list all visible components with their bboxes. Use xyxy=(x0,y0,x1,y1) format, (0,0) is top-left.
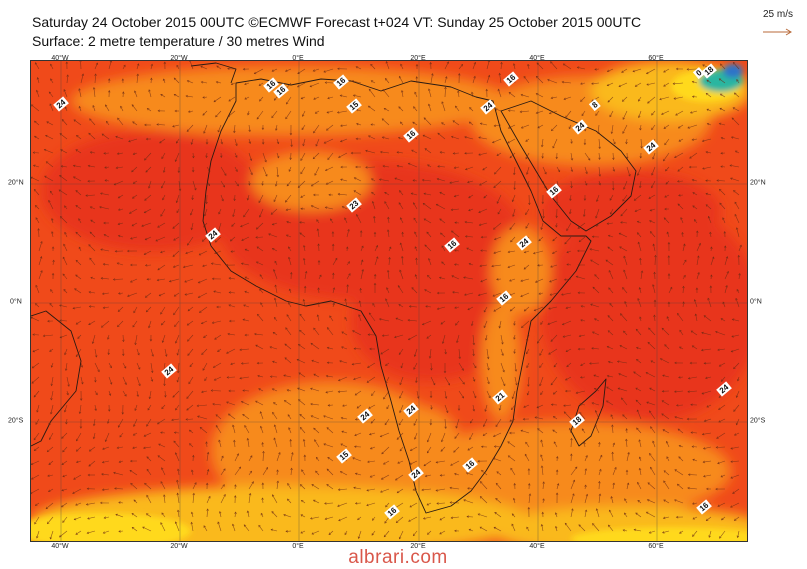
chart-title: Saturday 24 October 2015 00UTC ©ECMWF Fo… xyxy=(32,14,641,30)
lat-tick-left: 20°N xyxy=(8,180,24,187)
lon-tick-bottom: 60°E xyxy=(648,543,663,550)
hot-zone xyxy=(541,171,721,251)
lat-tick-right: 20°S xyxy=(750,418,765,425)
wind-scale-arrow-icon xyxy=(762,26,794,38)
lon-tick-bottom: 20°W xyxy=(170,543,187,550)
lon-tick-bottom: 0°E xyxy=(292,543,303,550)
lon-tick-bottom: 40°E xyxy=(529,543,544,550)
lat-tick-right: 0°N xyxy=(750,299,762,306)
lat-tick-left: 0°N xyxy=(10,299,22,306)
temperature-map xyxy=(31,61,748,542)
lon-tick-bottom: 40°W xyxy=(51,543,68,550)
chart-subtitle: Surface: 2 metre temperature / 30 metres… xyxy=(32,33,325,49)
lat-tick-right: 20°N xyxy=(750,180,766,187)
wind-scale-label: 25 m/s xyxy=(763,9,793,20)
watermark: albrari.com xyxy=(348,547,447,569)
lat-tick-left: 20°S xyxy=(8,418,23,425)
frozen-zone xyxy=(723,64,743,78)
